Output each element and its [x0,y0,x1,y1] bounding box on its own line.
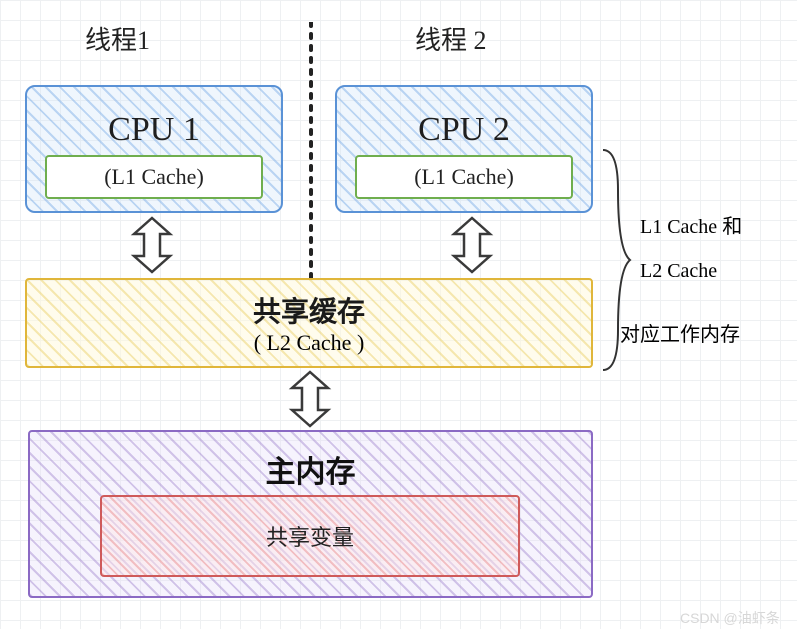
brace-label-line-3: 对应工作内存 [620,318,740,347]
shared-cache-box: 共享缓存 ( L2 Cache ) [25,278,593,368]
main-memory-title: 主内存 [266,447,356,491]
cpu-1-title: CPU 1 [108,111,200,149]
vertical-divider [308,22,314,282]
arrow-cpu2-to-l2 [442,216,502,274]
brace-label-line-2: L2 Cache [640,260,717,283]
cpu-1-l1-cache: (L1 Cache) [45,155,263,199]
shared-cache-title: 共享缓存 [253,290,365,330]
shared-variable-box: 共享变量 [100,495,520,577]
brace-label-line-1: L1 Cache 和 [640,210,742,239]
arrow-cpu1-to-l2 [122,216,182,274]
cpu-2-title: CPU 2 [418,111,510,149]
watermark: CSDN @油虾条 [680,608,780,628]
cpu-2-l1-cache: (L1 Cache) [355,155,573,199]
thread-1-label: 线程1 [85,20,150,57]
arrow-l2-to-memory [280,370,340,428]
shared-cache-subtitle: ( L2 Cache ) [254,330,365,356]
thread-2-label: 线程 2 [415,20,487,57]
